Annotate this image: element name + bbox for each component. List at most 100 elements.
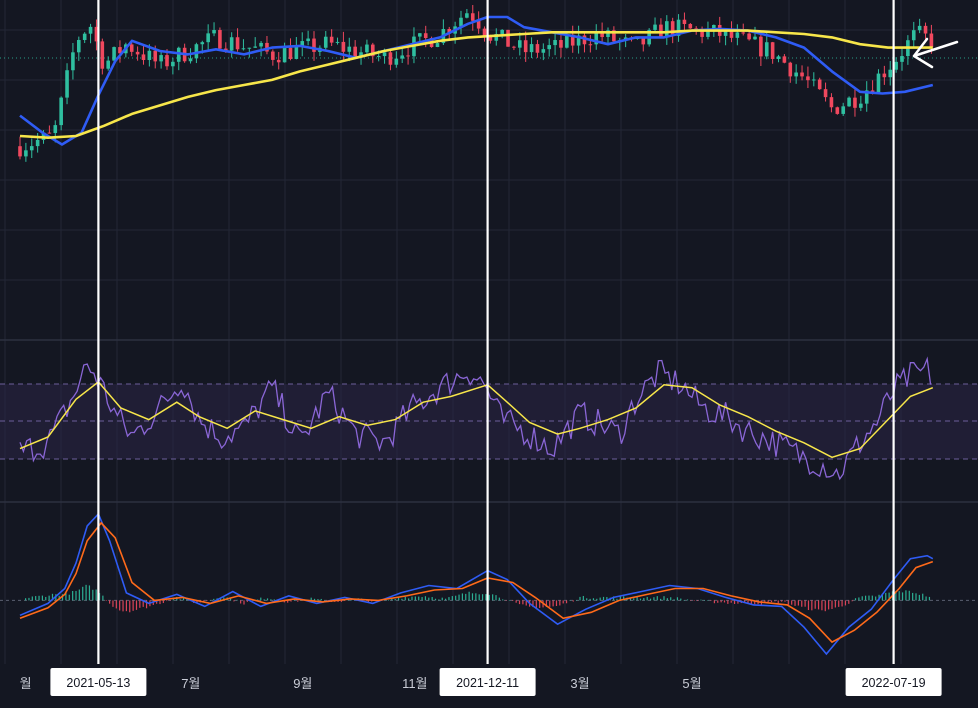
candle-body (900, 56, 904, 62)
histogram-bar (401, 598, 403, 601)
candle-body (700, 28, 704, 37)
histogram-bar (387, 600, 390, 601)
candle-body (794, 72, 798, 77)
histogram-bar (505, 600, 507, 601)
histogram-bar (676, 597, 679, 601)
histogram-bar (105, 600, 107, 602)
candle-body (100, 41, 105, 69)
candle-body (706, 29, 710, 37)
histogram-bar (703, 600, 705, 601)
candle-body (423, 33, 428, 39)
histogram-bar (324, 600, 326, 601)
histogram-bar (48, 595, 50, 601)
histogram-bar (690, 600, 692, 601)
histogram-bar (905, 590, 907, 601)
histogram-bar (854, 598, 857, 601)
candle-body (800, 72, 804, 77)
histogram-bar (623, 596, 625, 601)
histogram-bar (270, 599, 272, 601)
histogram-bar (713, 600, 715, 604)
histogram-bar (273, 599, 275, 601)
candle-body (488, 35, 493, 41)
candle-body (506, 29, 510, 47)
histogram-bar (283, 600, 285, 603)
candle-body (376, 56, 381, 58)
candle-body (570, 34, 575, 46)
candle-body (224, 48, 228, 51)
month-tick-label: 월 (20, 676, 32, 691)
candle-body (859, 103, 863, 108)
histogram-bar (28, 597, 30, 601)
histogram-bar (747, 600, 749, 604)
date-tag (845, 668, 942, 696)
histogram-bar (697, 600, 699, 602)
candle-body (77, 40, 81, 53)
histogram-bar (209, 600, 211, 601)
candle-body (241, 48, 246, 50)
histogram-bar (814, 600, 816, 609)
histogram-bar (438, 599, 440, 601)
candle-body (147, 50, 152, 61)
month-tick-label: 7월 (181, 676, 200, 691)
histogram-bar (41, 595, 43, 601)
candle-body (212, 30, 216, 34)
candle-body (118, 47, 122, 54)
histogram-bar (492, 594, 494, 601)
histogram-bar (737, 600, 739, 604)
histogram-bar (535, 600, 537, 610)
histogram-bar (834, 600, 836, 608)
candle-body (688, 24, 693, 29)
histogram-bar (88, 585, 91, 601)
histogram-bar (310, 597, 312, 601)
histogram-bar (411, 596, 413, 601)
histogram-bar (828, 600, 830, 610)
candle-body (694, 28, 698, 30)
candle-body (518, 40, 522, 48)
histogram-bar (824, 600, 826, 612)
histogram-bar (404, 596, 406, 601)
candle-body (165, 55, 169, 67)
candle-body (312, 38, 316, 52)
candle-body (747, 33, 751, 40)
histogram-bar (653, 597, 655, 601)
histogram-bar (787, 600, 789, 605)
candle-body (759, 36, 763, 57)
arrow-left-icon (912, 37, 959, 69)
candle-body (559, 40, 563, 48)
histogram-bar (119, 600, 121, 611)
histogram-bar (471, 593, 474, 601)
histogram-bar (844, 600, 847, 606)
histogram-bar (445, 598, 447, 601)
candle-body (18, 146, 22, 157)
histogram-bar (424, 596, 427, 601)
histogram-bar (219, 597, 222, 601)
histogram-bar (525, 600, 527, 606)
histogram-bar (371, 600, 373, 602)
histogram-bar (875, 596, 877, 601)
histogram-bar (455, 595, 457, 601)
candle-body (447, 29, 452, 34)
histogram-bar (172, 599, 175, 601)
histogram-bar (51, 593, 54, 601)
histogram-bar (213, 598, 215, 601)
candle-body (870, 90, 875, 93)
candle-body (817, 79, 822, 90)
histogram-bar (112, 600, 114, 607)
candle-body (829, 97, 834, 108)
candle-body (770, 42, 775, 59)
histogram-bar (142, 600, 144, 607)
candle-body (553, 40, 557, 46)
histogram-bar (394, 598, 396, 601)
candle-body (200, 42, 205, 45)
candle-body (247, 47, 252, 49)
month-tick-label: 11월 (402, 676, 427, 691)
histogram-bar (868, 595, 870, 601)
candle-body (329, 36, 334, 43)
histogram-bar (243, 600, 245, 605)
candle-body (171, 61, 175, 67)
histogram-bar (636, 597, 638, 601)
histogram-bar (918, 594, 920, 601)
